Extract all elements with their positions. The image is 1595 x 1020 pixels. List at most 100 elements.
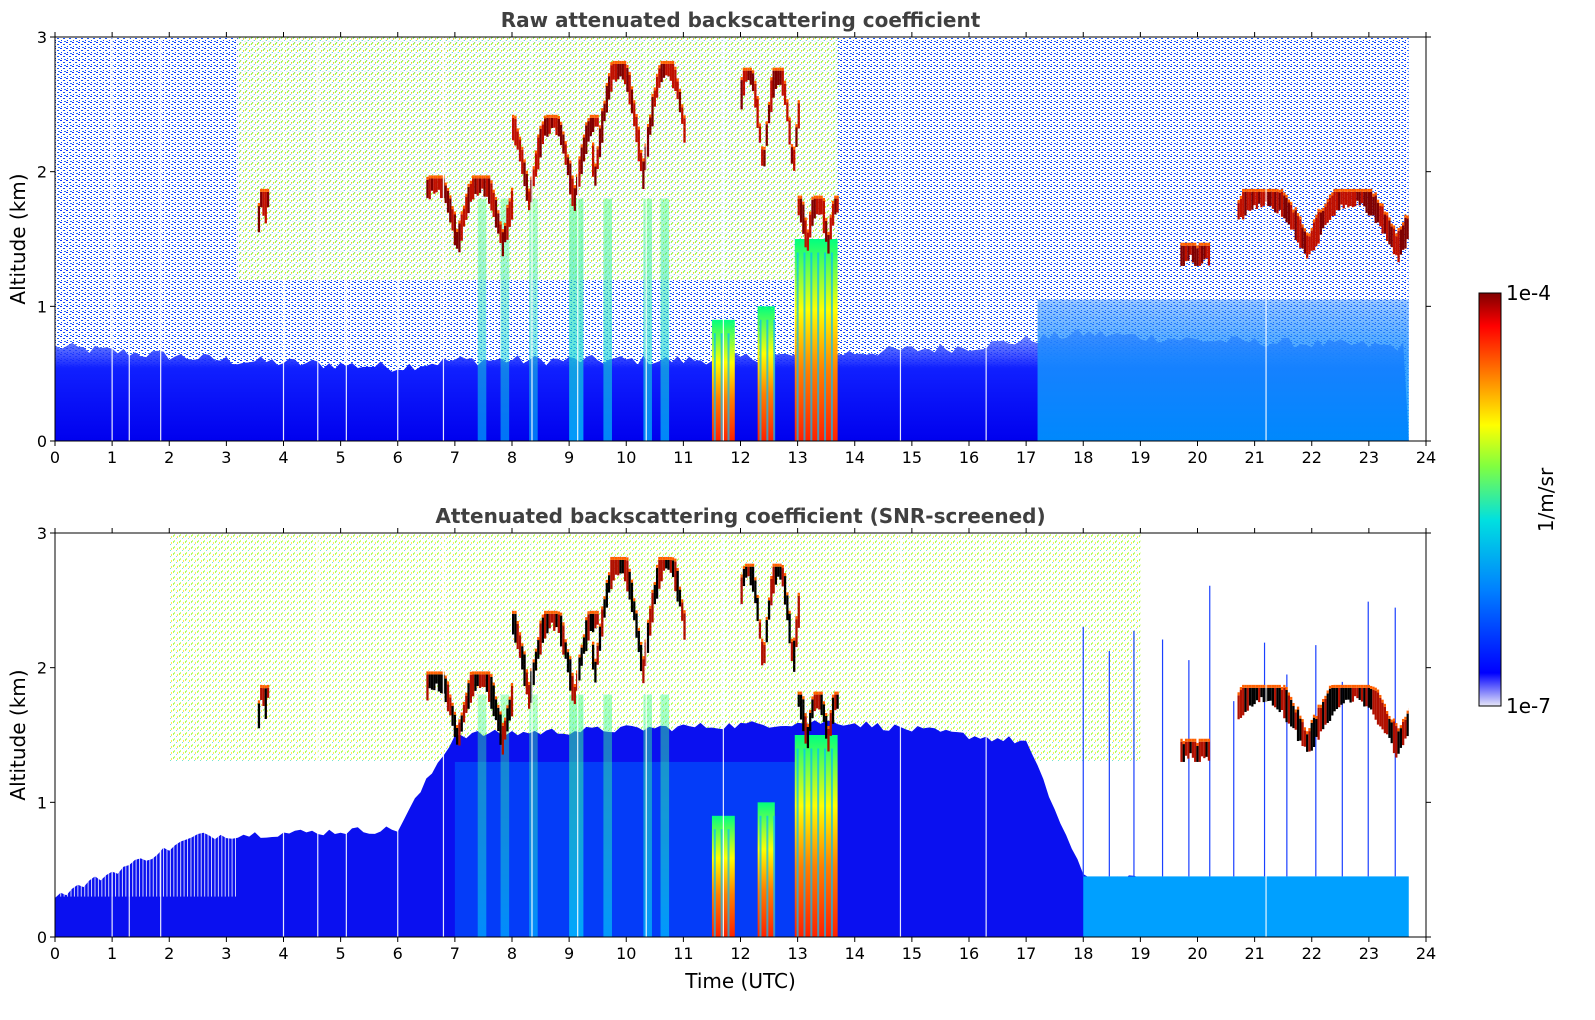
panel-raw: Raw attenuated backscattering coefficien… [6, 8, 1436, 467]
cloud-edge [449, 195, 452, 199]
cloud-edge [1360, 188, 1364, 192]
cloud-edge [546, 610, 549, 614]
cloud-pixel [1340, 191, 1343, 205]
cloud-pixel [494, 699, 498, 721]
cloud-edge [527, 188, 531, 192]
cloud-pixel [667, 559, 670, 570]
cloud-pixel [1267, 191, 1270, 207]
drizzle-shaft [569, 694, 584, 937]
cloud-pixel [1319, 707, 1323, 732]
x-tick-label: 4 [278, 448, 288, 467]
x-tick-label: 19 [1130, 944, 1150, 963]
cloud-edge [1258, 188, 1261, 192]
cloud-edge [494, 696, 498, 700]
cloud-edge [523, 651, 526, 655]
cloud-edge [621, 556, 624, 560]
x-tick-label: 1 [107, 944, 117, 963]
cloud-edge [829, 710, 832, 714]
cloud-edge [532, 659, 535, 663]
cloud-edge [756, 594, 759, 598]
cloud-pixel [1196, 745, 1199, 762]
rain-shaft [757, 802, 775, 937]
cloud-edge [492, 682, 495, 686]
cloud-edge [1349, 684, 1352, 688]
cloud-edge [1390, 719, 1393, 723]
cloud-pixel [483, 178, 486, 197]
cloud-pixel [617, 63, 620, 80]
cloud-edge [462, 205, 466, 209]
cloud-edge [621, 60, 624, 64]
cloud-edge [1248, 684, 1252, 688]
cloud-edge [437, 175, 441, 179]
cloud-edge [795, 124, 798, 128]
cloud-pixel [777, 70, 780, 86]
x-tick-label: 8 [507, 944, 517, 963]
cloud-pixel [1344, 191, 1348, 205]
cloud-edge [262, 188, 265, 192]
cloud-edge [667, 60, 670, 64]
colorbar: 1e-4 1e-7 1/m/sr [1478, 281, 1558, 718]
cloud-pixel [257, 206, 261, 233]
cloud-pixel [449, 198, 452, 223]
cloud-pixel [1376, 692, 1380, 725]
cloud-edge [1370, 685, 1373, 689]
cloud-pixel [1335, 687, 1339, 710]
cloud-pixel [637, 630, 640, 653]
cloud-pixel [1383, 706, 1387, 734]
cloud-edge [430, 671, 434, 675]
cloud-pixel [765, 619, 768, 643]
cloud-pixel [1290, 699, 1293, 727]
cloud-edge [754, 577, 757, 581]
cloud-edge [555, 114, 558, 118]
cloud-pixel [1237, 203, 1240, 220]
cloud-edge [767, 101, 771, 105]
cloud-edge [1363, 188, 1366, 192]
cloud-pixel [742, 568, 746, 587]
cloud-edge [1278, 189, 1281, 193]
cloud-edge [623, 556, 627, 560]
x-tick-label: 14 [845, 944, 865, 963]
cloud-pixel [573, 686, 576, 705]
cloud-pixel [681, 602, 684, 621]
cloud-edge [678, 88, 682, 92]
cloud-pixel [494, 199, 498, 228]
y-tick-label: 0 [37, 928, 47, 947]
cloud-edge [1372, 193, 1375, 197]
cloud-pixel [537, 640, 540, 659]
cloud-edge [811, 196, 814, 200]
cloud-pixel [562, 134, 565, 154]
cloud-pixel [804, 220, 807, 248]
cloud-pixel [550, 117, 554, 129]
cloud-edge [786, 99, 789, 103]
cloud-edge [435, 671, 438, 675]
cloud-edge [596, 610, 599, 614]
drizzle-shaft [529, 198, 538, 441]
cloud-edge [1237, 692, 1240, 696]
cloud-edge [1342, 684, 1345, 688]
cloud-edge [527, 681, 531, 685]
cloud-pixel [266, 687, 270, 698]
cloud-pixel [591, 117, 595, 133]
cloud-pixel [779, 566, 782, 580]
cloud-pixel [1274, 191, 1277, 213]
cloud-pixel [809, 712, 812, 732]
cloud-edge [504, 717, 507, 721]
x-tick-label: 16 [959, 944, 979, 963]
cloud-edge [1184, 738, 1188, 742]
cloud-pixel [770, 80, 773, 113]
cloud-edge [1294, 709, 1297, 713]
cloud-pixel [1317, 707, 1320, 740]
cloud-pixel [594, 166, 597, 186]
cloud-pixel [779, 70, 782, 85]
cloud-edge [809, 709, 812, 713]
x-tick-label: 8 [507, 448, 517, 467]
x-tick-label: 11 [673, 448, 693, 467]
cloud-edge [811, 696, 814, 700]
cloud-pixel [557, 614, 560, 633]
cloud-pixel [621, 63, 624, 80]
cloud-edge [836, 691, 839, 695]
cloud-edge [781, 565, 784, 569]
cloud-edge [655, 73, 659, 77]
cloud-pixel [783, 576, 787, 605]
cloud-edge [1360, 684, 1364, 688]
